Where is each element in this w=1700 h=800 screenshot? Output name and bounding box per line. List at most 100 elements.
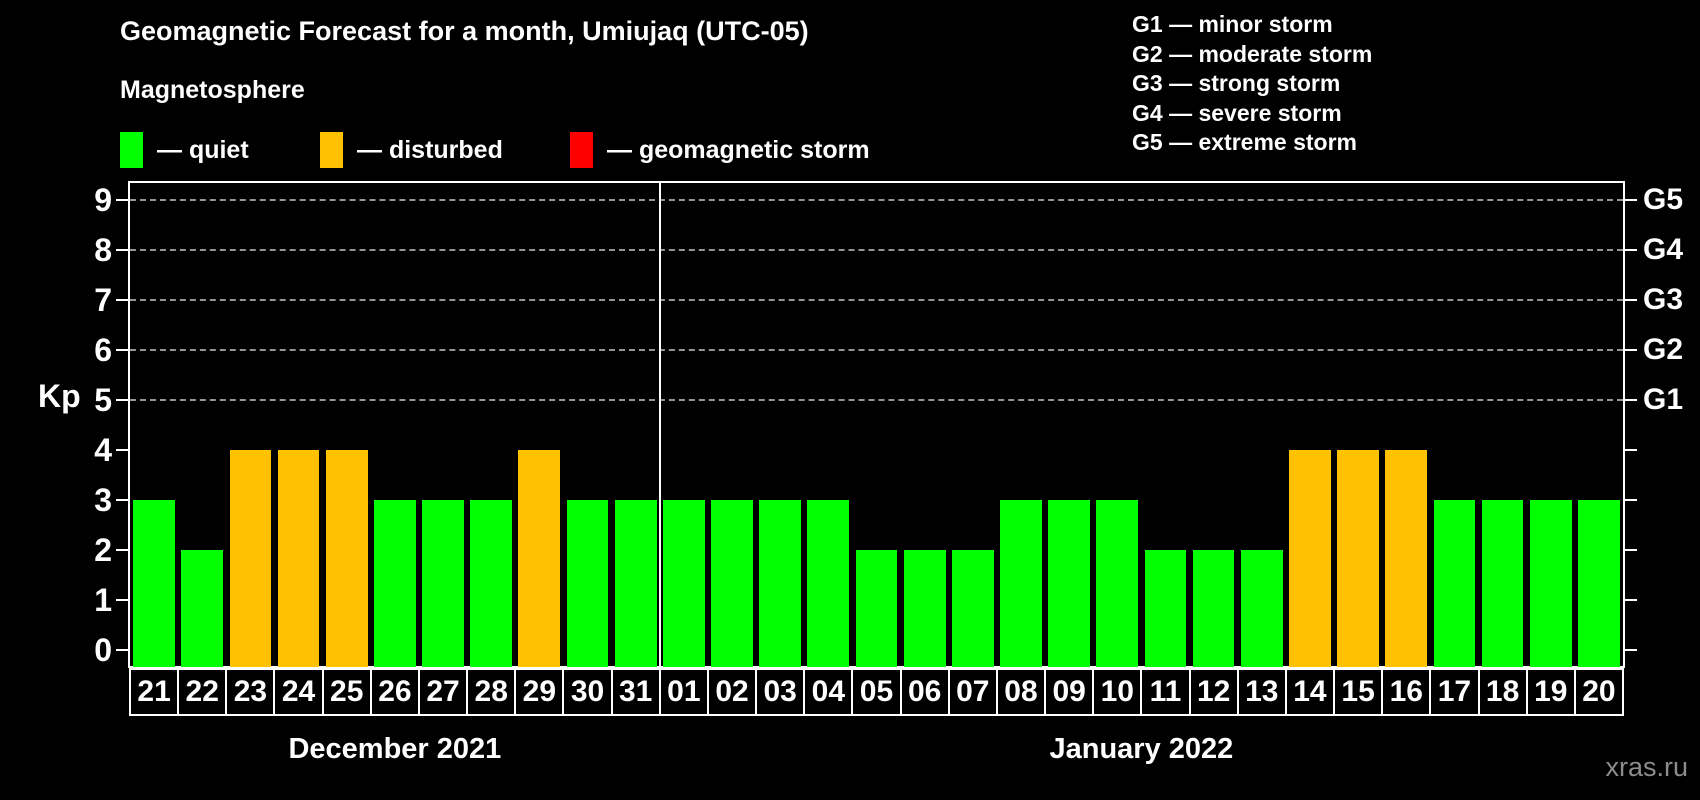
kp-bar-day-26 [374,500,416,667]
day-label-11: 11 [1140,668,1191,716]
legend-label-storm: — geomagnetic storm [607,135,870,164]
g-tick-label-g4: G4 [1643,233,1684,266]
left-tick-kp5 [116,399,130,401]
y-axis-label-kp: Kp [38,378,81,414]
quiet-color-swatch [120,132,143,168]
kp-bar-day-06 [903,550,946,667]
g-tick-label-g3: G3 [1643,283,1684,316]
right-tick-kp3 [1623,499,1637,501]
g-scale-legend: G1 — minor storm G2 — moderate storm G3 … [1132,10,1372,158]
kp-bar-day-14 [1289,450,1331,667]
right-tick-kp5 [1623,399,1637,401]
left-tick-kp3 [116,499,130,501]
day-label-26: 26 [369,668,420,716]
month-divider [658,183,661,667]
left-tick-kp7 [116,299,130,301]
day-label-02: 02 [706,668,758,716]
day-label-28: 28 [466,668,517,716]
kp-bar-day-23 [229,450,272,667]
day-label-29: 29 [514,668,565,716]
gridline-kp9 [130,199,1623,201]
kp-bar-day-04 [807,500,850,667]
g1-legend-line: G1 — minor storm [1132,11,1333,37]
day-label-13: 13 [1236,668,1287,716]
right-tick-kp9 [1623,199,1637,201]
kp-bar-day-31 [614,500,657,667]
kp-bar-day-16 [1385,450,1428,667]
kp-bar-day-03 [759,500,802,667]
kp-bar-day-12 [1192,550,1235,667]
day-label-22: 22 [177,668,228,716]
kp-bar-day-24 [277,450,320,667]
y-tick-label-1: 1 [94,582,112,618]
legend-item-quiet: — quiet [120,128,249,172]
y-tick-label-6: 6 [94,332,112,368]
left-tick-kp9 [116,199,130,201]
plot-frame [128,181,1625,668]
right-tick-kp7 [1623,299,1637,301]
day-label-12: 12 [1188,668,1239,716]
y-tick-label-4: 4 [94,432,112,468]
day-label-14: 14 [1284,668,1336,716]
day-label-07: 07 [947,668,998,716]
day-label-03: 03 [755,668,806,716]
y-tick-label-8: 8 [94,232,112,268]
kp-bar-day-17 [1433,500,1476,667]
right-tick-kp8 [1623,249,1637,251]
legend-item-disturbed: — disturbed [320,128,503,172]
day-label-15: 15 [1333,668,1384,716]
kp-bar-day-28 [470,500,513,667]
kp-bar-day-02 [711,500,753,667]
month-label-0: December 2021 [288,733,502,765]
right-tick-kp0 [1623,649,1637,651]
g-tick-label-g2: G2 [1643,333,1684,366]
kp-bar-day-25 [325,450,368,667]
gridline-kp8 [130,249,1623,251]
day-label-17: 17 [1429,668,1480,716]
right-tick-kp4 [1623,449,1637,451]
right-tick-kp2 [1623,549,1637,551]
day-label-23: 23 [225,668,276,716]
gridline-kp6 [130,349,1623,351]
day-label-05: 05 [851,668,902,716]
day-label-06: 06 [899,668,950,716]
y-tick-label-2: 2 [94,532,112,568]
day-label-27: 27 [417,668,469,716]
day-label-16: 16 [1381,668,1432,716]
gridline-kp5 [130,399,1623,401]
left-tick-kp1 [116,599,130,601]
kp-bar-day-08 [1000,500,1042,667]
kp-bar-day-10 [1096,500,1139,667]
kp-bar-day-27 [422,500,464,667]
kp-bar-day-15 [1337,450,1379,667]
right-tick-kp6 [1623,349,1637,351]
legend-label-disturbed: — disturbed [357,135,503,164]
kp-bar-day-20 [1578,500,1620,667]
y-tick-label-5: 5 [94,382,112,418]
y-tick-label-7: 7 [94,282,112,318]
g-tick-label-g5: G5 [1643,183,1684,216]
day-label-21: 21 [129,668,180,716]
kp-bar-day-19 [1529,500,1572,667]
day-label-01: 01 [658,668,709,716]
chart-title: Geomagnetic Forecast for a month, Umiuja… [120,16,809,46]
day-label-04: 04 [803,668,854,716]
day-label-30: 30 [562,668,613,716]
kp-bar-day-30 [566,500,609,667]
left-tick-kp8 [116,249,130,251]
day-label-09: 09 [1044,668,1095,716]
kp-bar-day-18 [1481,500,1524,667]
g3-legend-line: G3 — strong storm [1132,70,1341,96]
kp-bar-day-09 [1048,500,1090,667]
g2-legend-line: G2 — moderate storm [1132,40,1373,67]
day-label-08: 08 [995,668,1047,716]
day-label-19: 19 [1525,668,1576,716]
storm-color-swatch [570,132,593,168]
gridline-kp7 [130,299,1623,301]
day-label-20: 20 [1573,668,1624,716]
day-label-31: 31 [610,668,661,716]
left-tick-kp2 [116,549,130,551]
g-tick-label-g1: G1 [1643,383,1684,416]
chart-subtitle: Magnetosphere [120,76,305,104]
legend-label-quiet: — quiet [157,135,249,164]
